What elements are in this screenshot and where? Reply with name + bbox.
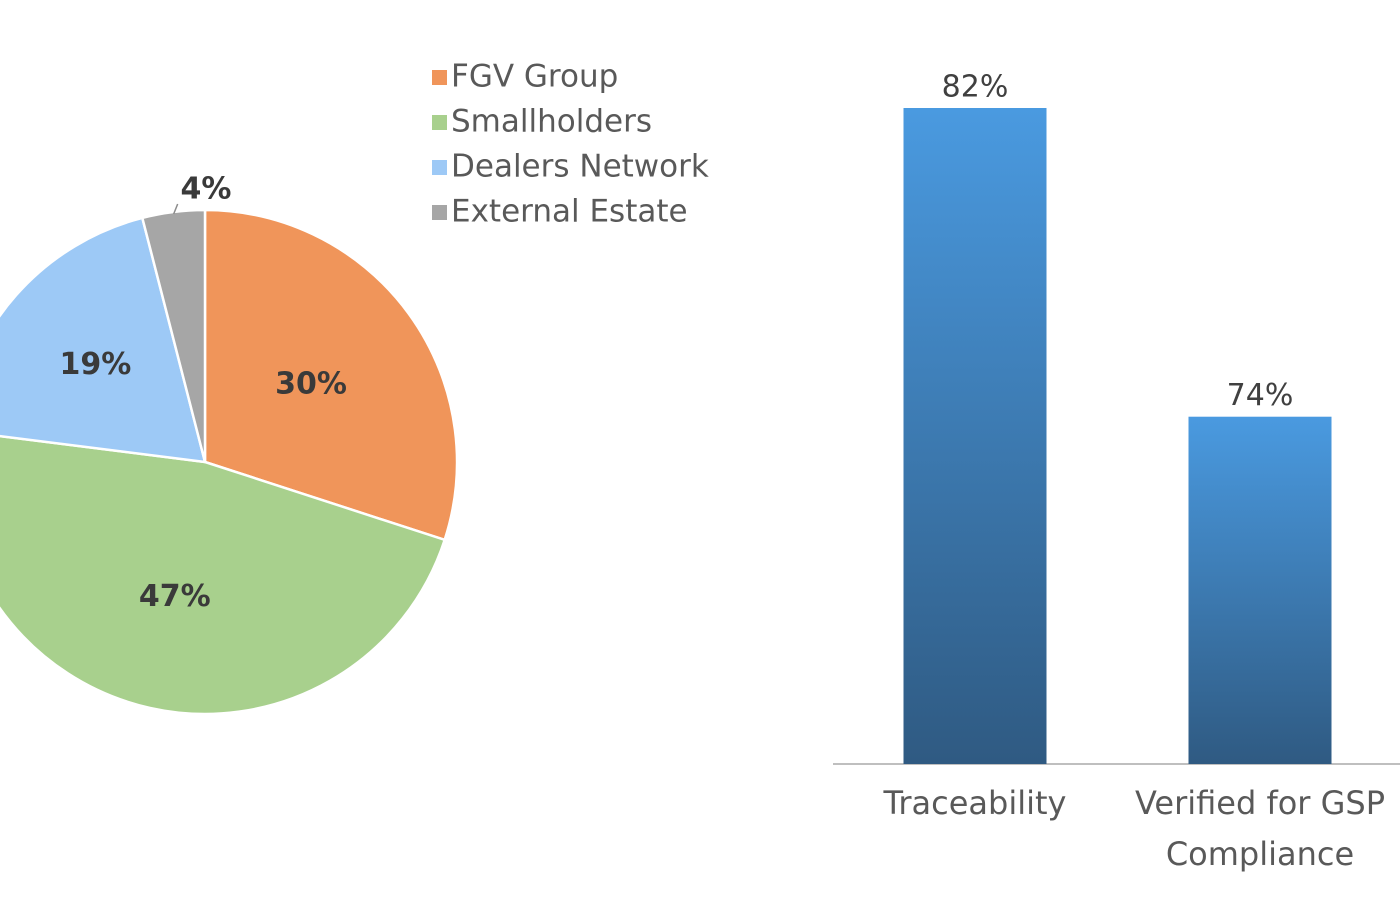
bar-category-label-verified-for-gsp-compliance: Verified for GSP Compliance [1135,784,1385,873]
pie-value-label-fgv-group: 30% [275,366,347,401]
pie-slice-smallholders [0,434,447,716]
pie-value-label-external-estate: 4% [181,172,232,207]
legend-swatch-fgv-group [432,70,447,85]
bar-chart: 82% Traceability 74% Verified for GSP Compli… [833,70,1400,873]
pie-slice-external-estate [140,208,207,463]
pie-leader-line [172,203,179,215]
legend-label-fgv-group: FGV Group [451,59,618,95]
pie-value-label-smallholders: 47% [139,579,211,614]
pie-slice-dealers-network [0,216,207,464]
legend-swatch-smallholders [432,115,447,130]
bar-value-label-verified-for-gsp-compliance: 74% [1227,378,1294,413]
legend-swatch-dealers-network [432,160,447,175]
bar-value-label-traceability: 82% [942,70,1009,105]
legend-label-dealers-network: Dealers Network [451,149,709,185]
legend-label-external-estate: External Estate [451,194,688,230]
bar-category-label-traceability: Traceability [883,784,1067,822]
pie-slice-fgv-group [203,208,459,542]
pie-legend: FGV Group Smallholders Dealers Network Exte… [432,59,709,230]
legend-swatch-external-estate [432,205,447,220]
bar-verified-for-gsp-compliance [1188,416,1332,764]
bar-traceability [903,108,1047,764]
pie-chart: 30% 47% 19% 4% [0,172,459,716]
legend-label-smallholders: Smallholders [451,104,652,140]
pie-value-label-dealers-network: 19% [59,347,131,382]
